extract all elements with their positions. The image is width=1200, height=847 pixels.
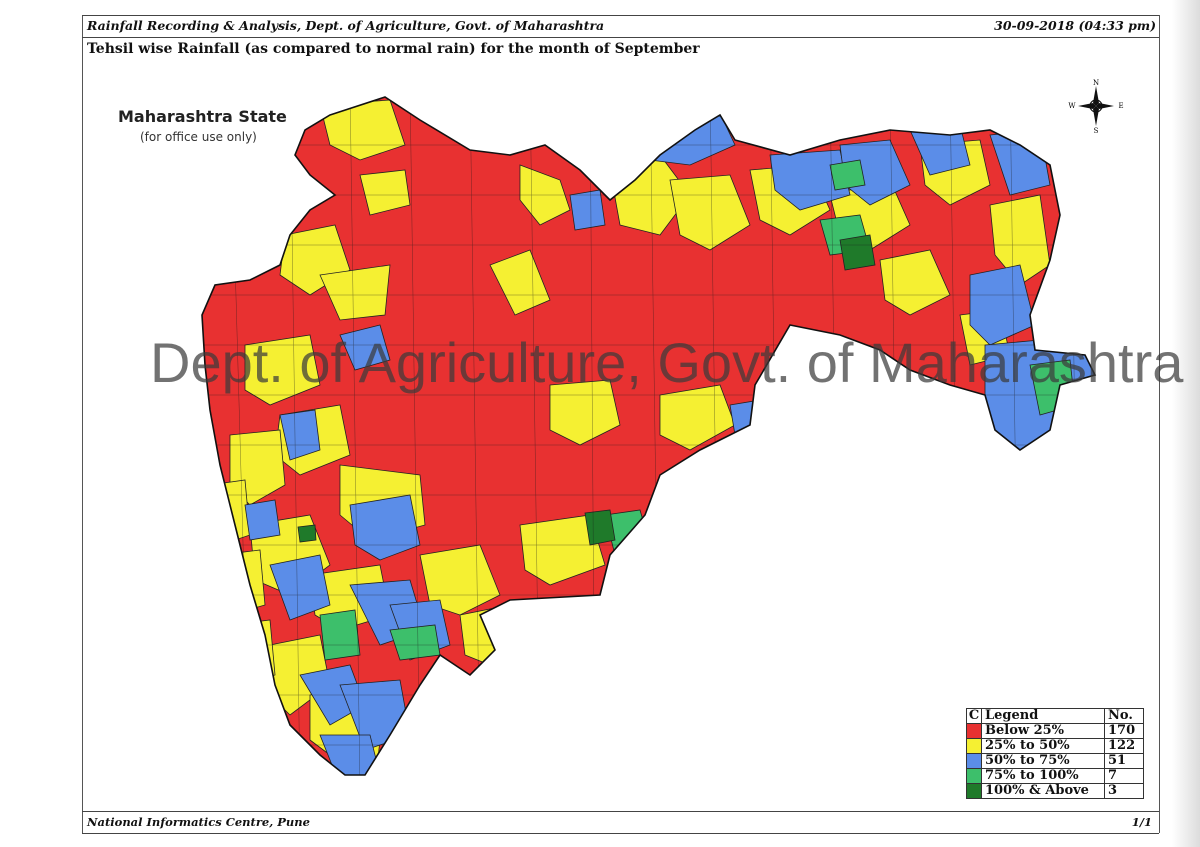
legend-swatch [966, 753, 982, 769]
legend-col-no: No. [1104, 708, 1144, 724]
maharashtra-map [201, 96, 1096, 776]
legend-swatch [966, 783, 982, 799]
bottom-rule [82, 833, 1159, 834]
legend-header-row: C Legend No. [966, 708, 1144, 724]
watermark-text: Dept. of Agriculture, Govt. of Maharasht… [150, 331, 1184, 394]
footer-source: National Informatics Centre, Pune [87, 815, 310, 829]
compass-s: S [1094, 127, 1099, 134]
legend-label: Below 25% [981, 723, 1105, 739]
legend-swatch [966, 768, 982, 784]
header-rule [82, 37, 1159, 38]
legend-label: 25% to 50% [981, 738, 1105, 754]
legend-count: 3 [1104, 783, 1144, 799]
legend-count: 7 [1104, 768, 1144, 784]
report-timestamp: 30-09-2018 (04:33 pm) [994, 18, 1156, 33]
legend-row: 75% to 100% 7 [966, 768, 1144, 784]
footer-rule [82, 811, 1159, 812]
page-frame [82, 15, 1160, 833]
report-header-title: Rainfall Recording & Analysis, Dept. of … [87, 18, 605, 33]
legend-row: 100% & Above 3 [966, 783, 1144, 799]
compass-rose-icon: N S E W [1068, 79, 1123, 134]
page-number: 1/1 [1131, 815, 1152, 829]
report-subtitle: Tehsil wise Rainfall (as compared to nor… [87, 41, 700, 57]
legend-table: C Legend No. Below 25% 170 25% to 50% 12… [966, 708, 1144, 799]
legend-label: 50% to 75% [981, 753, 1105, 769]
legend-label: 100% & Above [981, 783, 1105, 799]
legend-swatch [966, 738, 982, 754]
compass-e: E [1118, 102, 1123, 110]
legend-label: 75% to 100% [981, 768, 1105, 784]
legend-row: 50% to 75% 51 [966, 753, 1144, 769]
top-rule [82, 15, 1159, 16]
legend-row: Below 25% 170 [966, 723, 1144, 739]
compass-w: W [1068, 102, 1076, 110]
legend-col-c: C [966, 708, 982, 724]
compass-n: N [1093, 79, 1099, 87]
legend-count: 170 [1104, 723, 1144, 739]
map-title: Maharashtra State [118, 107, 287, 126]
legend-row: 25% to 50% 122 [966, 738, 1144, 754]
map-note: (for office use only) [140, 130, 257, 144]
legend-count: 122 [1104, 738, 1144, 754]
legend-count: 51 [1104, 753, 1144, 769]
legend-swatch [966, 723, 982, 739]
legend-col-legend: Legend [981, 708, 1105, 724]
page-edge [1172, 0, 1200, 847]
